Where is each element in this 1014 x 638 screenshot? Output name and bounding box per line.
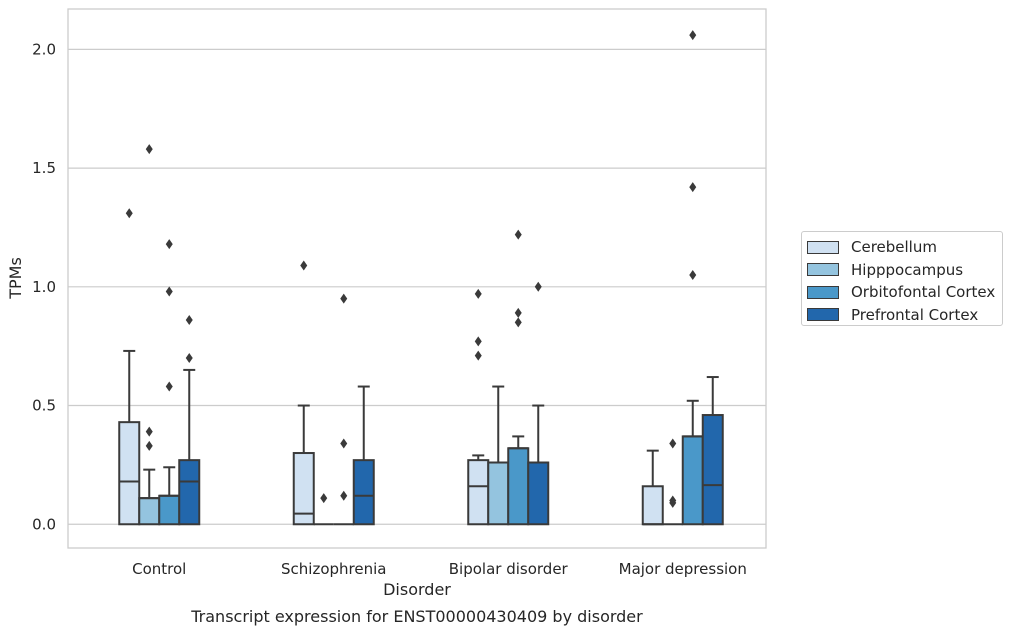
box-group: [138, 144, 161, 526]
legend-item: Cerebellum: [807, 236, 1002, 259]
box-group: [467, 288, 490, 526]
y-axis-label: TPMs: [6, 257, 25, 300]
legend-swatch: [807, 308, 839, 322]
outlier-point: [185, 315, 193, 326]
outlier-point: [514, 229, 522, 240]
legend-swatch: [807, 285, 839, 299]
box: [467, 459, 490, 526]
chart-title: Transcript expression for ENST0000043040…: [190, 607, 643, 626]
y-axis-ticks: 0.0 0.5 1.0 1.5 2.0: [32, 40, 56, 533]
box: [138, 497, 161, 526]
box: [118, 421, 141, 526]
box-group: [527, 281, 550, 526]
outlier-point: [165, 286, 173, 297]
outlier-point: [474, 336, 482, 347]
outlier-point: [185, 353, 193, 364]
legend-label: Orbitofontal Cortex: [851, 283, 996, 302]
legend-swatch: [807, 263, 839, 277]
outlier-point: [514, 317, 522, 328]
outlier-point: [145, 144, 153, 155]
outlier-point: [320, 493, 328, 504]
outlier-point: [340, 490, 348, 501]
box: [527, 461, 550, 526]
box-group: [681, 30, 704, 526]
legend-item: Prefrontal Cortex: [807, 304, 1002, 327]
box: [701, 414, 724, 526]
outlier-point: [669, 495, 677, 506]
outlier-point: [145, 426, 153, 437]
box-group: [701, 376, 724, 526]
box: [352, 459, 375, 526]
box-group: [158, 239, 181, 526]
outlier-point: [534, 281, 542, 292]
box: [487, 461, 510, 526]
box-group: [641, 449, 664, 526]
outlier-point: [165, 239, 173, 250]
outlier-point: [689, 182, 697, 193]
outlier-point: [514, 307, 522, 318]
outlier-point: [669, 438, 677, 449]
box-group: [333, 293, 354, 526]
outlier-point: [300, 260, 308, 271]
outlier-point: [145, 440, 153, 451]
outlier-point: [340, 293, 348, 304]
box-group: [352, 385, 375, 526]
y-tick-label: 0.5: [32, 397, 56, 415]
x-tick-label: Major depression: [619, 560, 747, 578]
y-tick-label: 2.0: [32, 40, 56, 58]
box-group: [313, 493, 334, 526]
boxes: [118, 30, 724, 526]
x-tick-label: Control: [132, 560, 186, 578]
box-group: [178, 315, 201, 526]
x-axis-label: Disorder: [383, 580, 451, 599]
legend-label: Prefrontal Cortex: [851, 305, 979, 324]
outlier-point: [689, 30, 697, 41]
box: [507, 447, 530, 526]
box: [158, 494, 181, 526]
outlier-point: [474, 350, 482, 361]
outlier-point: [689, 269, 697, 280]
box: [292, 452, 315, 526]
box-group: [662, 438, 683, 526]
legend-item: Orbitofontal Cortex: [807, 281, 1002, 304]
outlier-point: [125, 208, 133, 219]
y-tick-label: 0.0: [32, 515, 56, 533]
y-tick-label: 1.5: [32, 159, 56, 177]
box-group: [487, 385, 510, 526]
legend-swatch: [807, 240, 839, 254]
outlier-point: [340, 438, 348, 449]
box-group: [292, 260, 315, 526]
x-tick-label: Bipolar disorder: [449, 560, 569, 578]
y-tick-label: 1.0: [32, 278, 56, 296]
x-tick-label: Schizophrenia: [281, 560, 386, 578]
x-axis-ticks: Control Schizophrenia Bipolar disorder Majo…: [132, 560, 747, 578]
legend-item: Hipppocampus: [807, 259, 1002, 282]
box-group: [118, 208, 141, 526]
box-group: [507, 229, 530, 526]
plot-frame: [67, 8, 767, 549]
box: [178, 459, 201, 526]
gridlines: [68, 48, 766, 525]
box: [681, 435, 704, 526]
legend-label: Cerebellum: [851, 238, 937, 257]
box: [641, 485, 664, 526]
legend: Cerebellum Hipppocampus Orbitofontal Corte…: [801, 231, 1003, 326]
legend-label: Hipppocampus: [851, 260, 964, 279]
outlier-point: [165, 381, 173, 392]
outlier-point: [474, 288, 482, 299]
